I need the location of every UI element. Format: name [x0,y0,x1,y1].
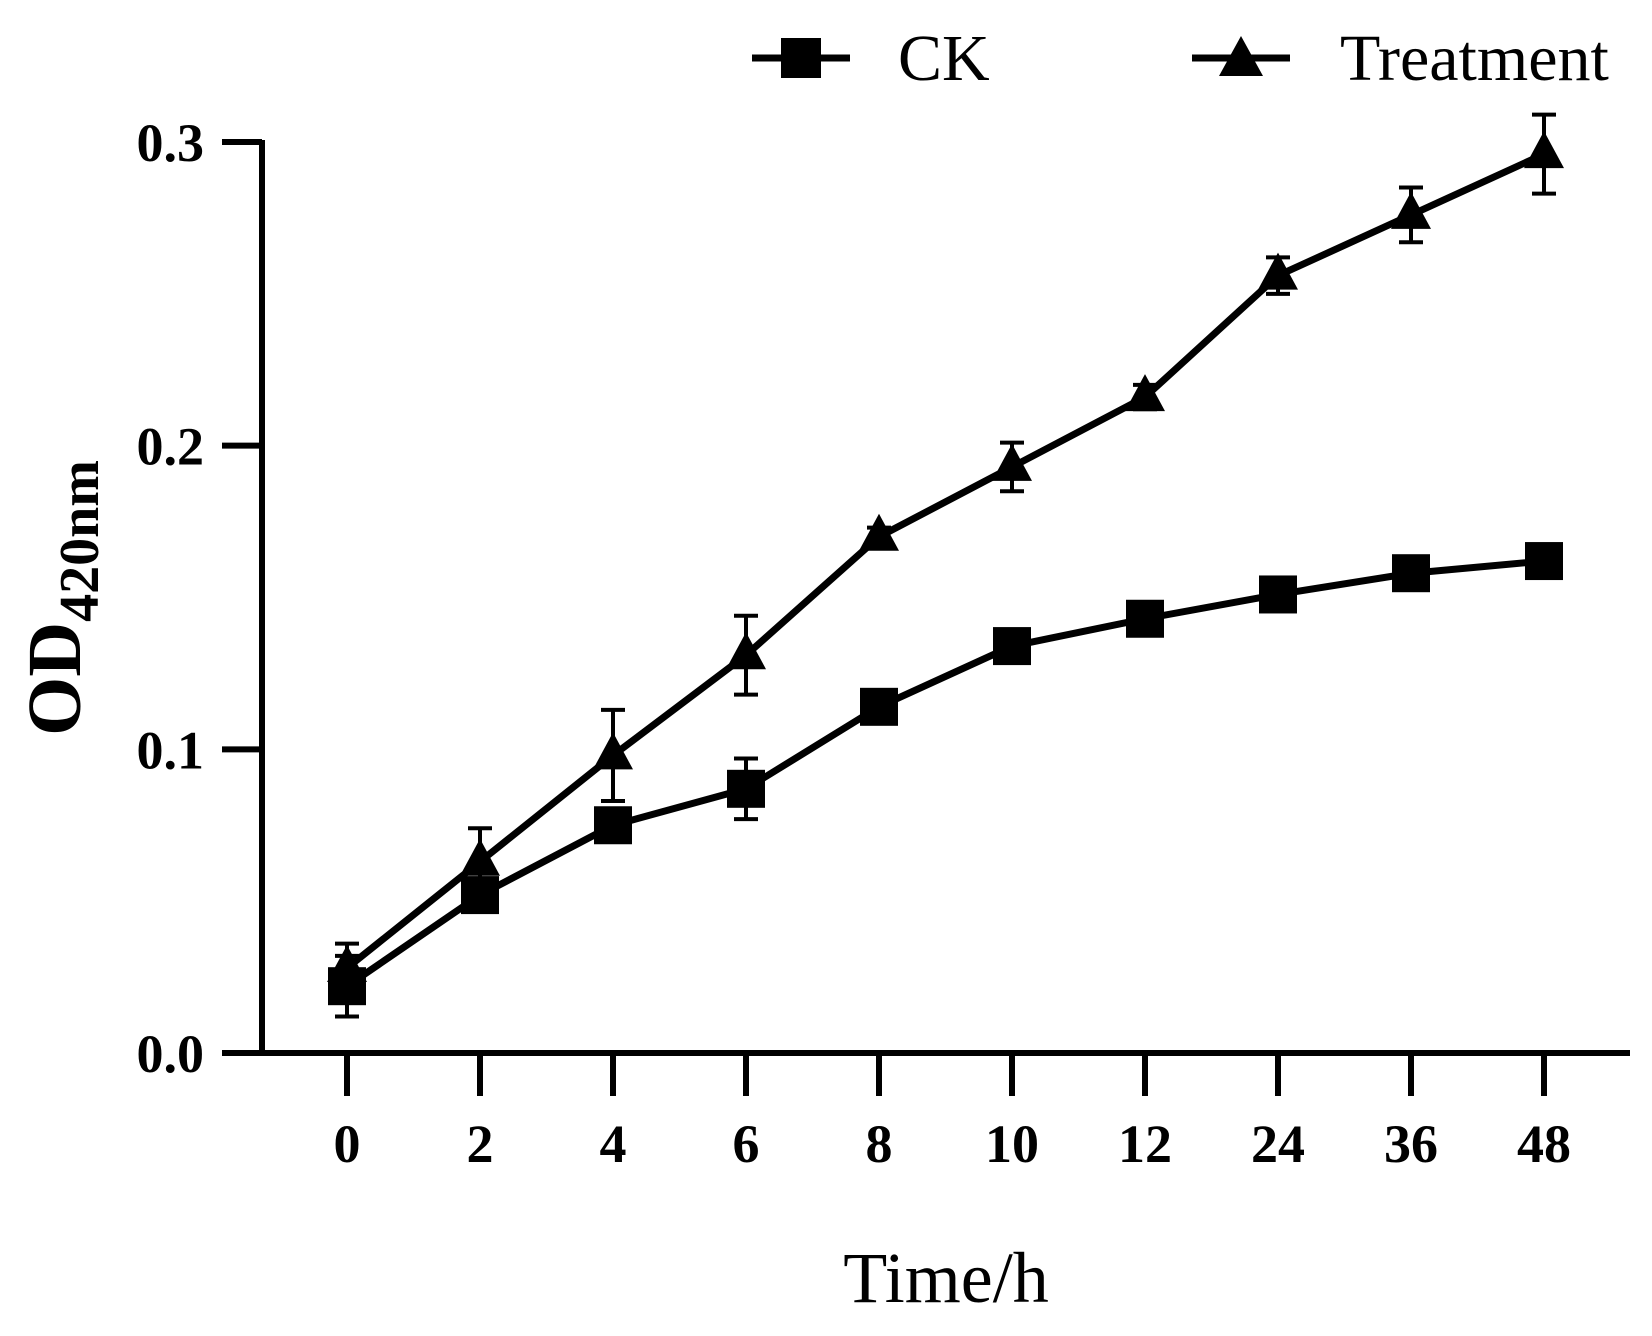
data-point-ck [1525,542,1563,581]
y-axis-title-subscript: 420nm [49,460,111,622]
x-tick-label: 10 [985,1114,1039,1174]
y-axis-title: OD420nm [13,460,111,736]
series-layer [327,112,1564,1019]
y-axis-title-main: OD [13,622,97,736]
data-point-treatment [1391,191,1431,229]
legend-label-ck: CK [898,22,990,95]
data-point-treatment [1524,131,1564,169]
x-tick-label: 0 [334,1114,361,1174]
y-tick-label: 0.1 [137,720,205,780]
data-point-treatment [327,944,367,982]
data-point-treatment [726,632,766,670]
legend-label-treatment: Treatment [1340,22,1609,95]
x-tick-label: 36 [1384,1114,1438,1174]
data-point-ck [993,627,1031,666]
data-point-ck [860,687,898,726]
legend-item-ck: CK [752,22,990,95]
data-point-ck [727,769,765,808]
x-tick-label: 12 [1118,1114,1172,1174]
x-axis-title: Time/h [843,1238,1048,1318]
x-ticks: 0 2 4 6 8 10 12 24 36 48 [334,1053,1571,1174]
data-point-ck [1259,575,1297,614]
series-treatment [327,112,1564,995]
data-point-treatment [1125,374,1165,412]
x-tick-label: 8 [866,1114,893,1174]
legend: CK Treatment [752,22,1609,95]
data-point-ck [1392,554,1430,593]
series-line-ck [345,557,1545,990]
x-tick-label: 2 [467,1114,494,1174]
data-point-treatment [593,732,633,770]
x-tick-label: 24 [1251,1114,1305,1174]
data-point-ck [1126,599,1164,638]
legend-item-treatment: Treatment [1192,22,1609,95]
y-tick-label: 0.2 [137,417,205,477]
data-point-treatment [992,443,1032,481]
legend-marker-ck [781,38,821,78]
y-tick-label: 0.3 [137,113,205,173]
x-tick-label: 6 [733,1114,760,1174]
data-point-ck [594,806,632,845]
x-tick-label: 4 [600,1114,627,1174]
y-ticks: 0.0 0.1 0.2 0.3 [137,113,262,1084]
series-ck [328,542,1563,1019]
series-line-treatment [344,150,1546,971]
svg-text:OD420nm: OD420nm [13,460,111,736]
data-point-treatment [1258,252,1298,290]
data-point-treatment [460,838,500,876]
legend-marker-treatment [1219,36,1263,76]
x-tick-label: 48 [1517,1114,1571,1174]
y-tick-label: 0.0 [137,1024,205,1084]
data-point-treatment [859,513,899,551]
